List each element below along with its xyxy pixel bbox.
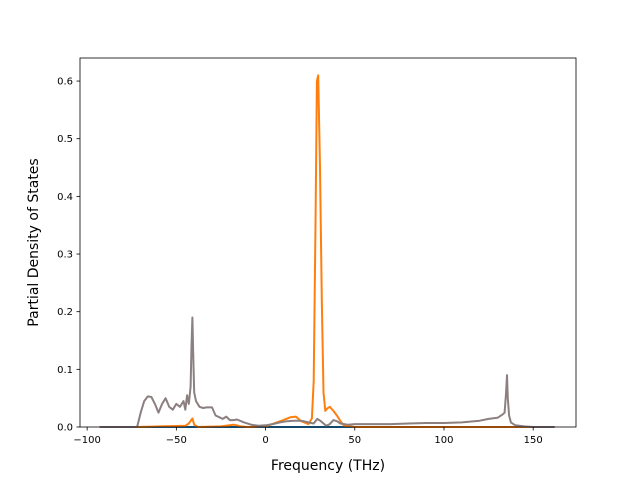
y-tick-label: 0.0	[57, 423, 73, 434]
x-tick-label: 100	[434, 435, 453, 446]
y-tick-label: 0.5	[57, 134, 73, 145]
y-tick-label: 0.1	[57, 365, 73, 376]
x-axis-label: Frequency (THz)	[271, 458, 385, 474]
x-tick-label: 0	[262, 435, 268, 446]
y-tick-label: 0.4	[57, 192, 73, 203]
ticks-layer: −100 −50 0 50 100 150 0.0 0.1 0.2 0.3 0.4 0.5 0.6	[57, 77, 543, 446]
series-line-3	[99, 316, 555, 428]
plot-frame	[79, 57, 577, 428]
y-axis-label: Partial Density of States	[26, 158, 42, 326]
x-tick-label: −50	[166, 435, 187, 446]
y-tick-label: 0.2	[57, 307, 73, 318]
y-tick-label: 0.6	[57, 77, 73, 88]
x-tick-label: 150	[524, 435, 543, 446]
y-tick-label: 0.3	[57, 250, 73, 261]
x-tick-label: −100	[73, 435, 100, 446]
x-tick-label: 50	[348, 435, 361, 446]
